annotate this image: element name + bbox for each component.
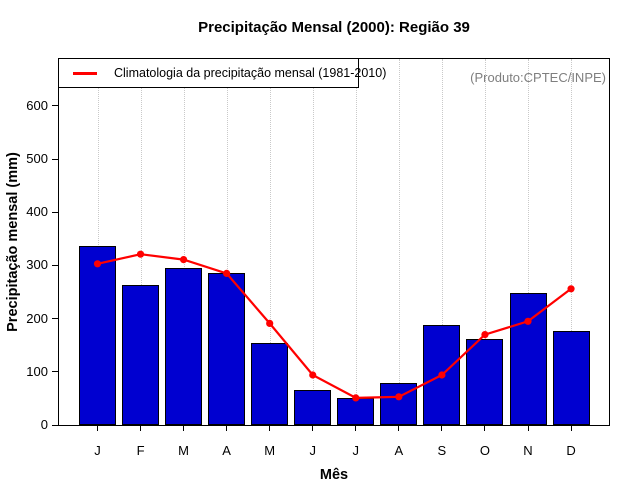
x-tick-label: F — [136, 443, 145, 458]
gridline — [97, 59, 99, 425]
gridline — [441, 59, 443, 425]
gridline — [398, 59, 400, 425]
legend-label: Climatologia da precipitação mensal (198… — [114, 66, 387, 80]
y-tick-label: 300 — [26, 257, 48, 273]
x-tick-label: J — [352, 443, 360, 458]
gridline — [484, 59, 486, 425]
legend-line-swatch — [73, 71, 97, 75]
bar-month-2 — [165, 268, 203, 425]
gridline — [140, 59, 142, 425]
y-tick — [52, 424, 58, 426]
y-tick-label: 100 — [26, 363, 48, 379]
x-tick-label: O — [479, 443, 490, 458]
watermark-text: (Produto:CPTEC/INPE) — [470, 70, 606, 85]
gridline — [312, 59, 314, 425]
gridline — [226, 59, 228, 425]
chart-title: Precipitação Mensal (2000): Região 39 — [198, 19, 470, 36]
x-tick — [97, 426, 98, 431]
x-tick-label: J — [309, 443, 317, 458]
y-tick — [52, 318, 58, 320]
x-tick-label: J — [94, 443, 101, 458]
climatology-point — [567, 285, 575, 293]
x-axis-label: Mês — [319, 467, 349, 483]
bar-month-6 — [337, 398, 375, 425]
gridline — [355, 59, 357, 425]
y-tick-label: 600 — [26, 97, 48, 113]
x-tick — [312, 426, 314, 431]
y-tick — [52, 264, 58, 266]
x-tick-label: M — [264, 443, 276, 458]
bar-month-1 — [122, 285, 160, 425]
gridline — [528, 59, 529, 425]
x-tick — [398, 426, 400, 431]
climatology-point — [481, 331, 489, 339]
x-tick — [441, 426, 443, 431]
bar-month-11 — [552, 330, 590, 425]
bar-month-4 — [251, 342, 289, 425]
climatology-point — [395, 393, 403, 401]
x-tick-label: N — [523, 443, 533, 458]
x-tick-label: M — [178, 443, 190, 458]
y-axis-label: Precipitação mensal (mm) — [5, 152, 21, 332]
legend: Climatologia da precipitação mensal (198… — [58, 58, 386, 88]
climatology-point — [180, 256, 188, 264]
gridline — [269, 59, 271, 425]
x-tick-label: D — [566, 443, 576, 458]
climatology-point — [223, 269, 231, 277]
x-tick — [527, 426, 529, 431]
y-tick — [52, 158, 58, 160]
climatology-line — [97, 253, 572, 400]
x-tick — [355, 426, 357, 431]
x-tick — [484, 426, 486, 431]
plot-area: Climatologia da precipitação mensal (198… — [58, 58, 610, 426]
x-tick — [570, 426, 572, 431]
y-tick-label: 500 — [26, 151, 48, 166]
climatology-point — [524, 317, 532, 325]
gridline — [571, 59, 573, 425]
climatology-point — [438, 371, 446, 379]
y-tick — [52, 105, 58, 107]
y-tick-label: 400 — [26, 204, 48, 220]
x-tick — [140, 426, 142, 431]
x-tick-label: A — [222, 443, 231, 458]
y-tick — [52, 211, 58, 213]
climatology-point — [352, 394, 360, 402]
x-tick — [226, 426, 228, 431]
x-tick — [269, 426, 271, 431]
climatology-point — [309, 371, 317, 379]
x-tick-label: A — [394, 443, 404, 458]
climatology-point — [93, 260, 102, 268]
x-tick — [183, 426, 185, 431]
climatology-line-layer — [93, 250, 575, 402]
bar-month-10 — [509, 293, 547, 425]
y-tick-label: 200 — [26, 310, 48, 326]
climatology-point — [266, 319, 274, 327]
y-tick-label: 0 — [40, 417, 48, 432]
y-tick — [52, 371, 58, 373]
climatology-point — [136, 250, 145, 258]
bar-month-9 — [466, 338, 504, 425]
bar-month-5 — [294, 390, 332, 425]
x-tick-label: S — [437, 443, 447, 458]
gridline — [183, 59, 185, 425]
bar-month-0 — [79, 245, 116, 425]
